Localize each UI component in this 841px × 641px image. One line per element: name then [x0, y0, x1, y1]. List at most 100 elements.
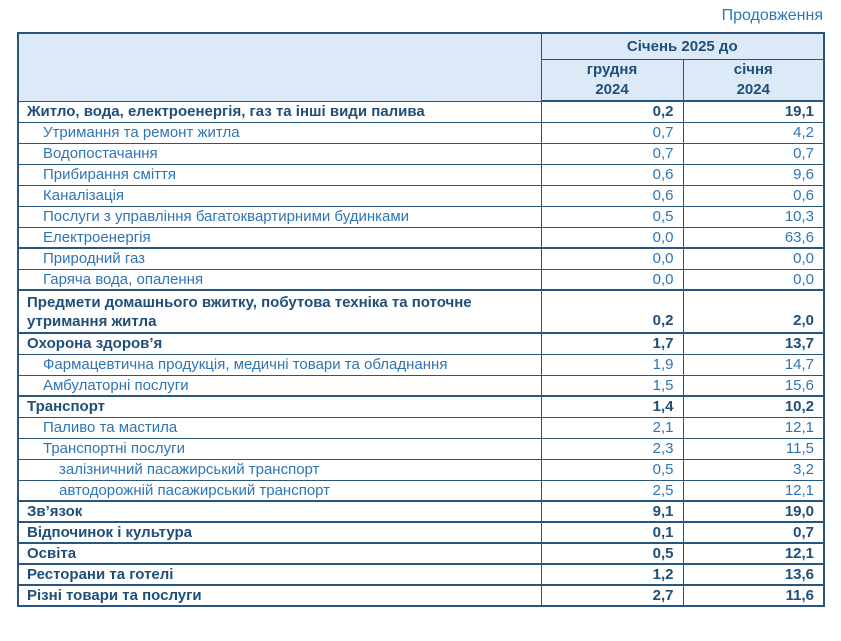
value-vs-january: 11,5 — [682, 437, 825, 460]
row-label: Освіта — [17, 542, 542, 565]
row-label: Гаряча вода, опалення — [17, 268, 542, 291]
value-vs-december: 0,0 — [540, 247, 684, 270]
row-label: Природний газ — [17, 247, 542, 270]
row-label: Охорона здоров’я — [17, 332, 542, 355]
table-row: Водопостачання 0,7 0,7 — [17, 142, 825, 165]
row-label: Утримання та ремонт житла — [17, 121, 542, 144]
header-row-period: Січень 2025 до — [17, 32, 825, 102]
row-label: Предмети домашнього вжитку, побутова тех… — [17, 289, 542, 334]
row-label: Транспортні послуги — [17, 437, 542, 460]
header-col-january: січня 2024 — [682, 58, 825, 102]
value-vs-january: 10,2 — [682, 395, 825, 418]
cpi-table: Січень 2025 до грудня 2024 січня 2024 Жи… — [17, 32, 826, 607]
value-vs-december: 0,5 — [540, 458, 684, 481]
value-vs-december: 2,7 — [540, 584, 684, 607]
row-label: Амбулаторні послуги — [17, 374, 542, 397]
table-row: Амбулаторні послуги 1,5 15,6 — [17, 374, 825, 397]
table-row: Транспорт 1,4 10,2 — [17, 395, 825, 418]
value-vs-december: 0,2 — [540, 289, 684, 334]
table-header: Січень 2025 до грудня 2024 січня 2024 — [17, 32, 825, 102]
table-row: Каналізація 0,6 0,6 — [17, 184, 825, 207]
table-row: Освіта 0,5 12,1 — [17, 542, 825, 565]
value-vs-december: 1,4 — [540, 395, 684, 418]
value-vs-january: 19,0 — [682, 500, 825, 523]
row-label: Електроенергія — [17, 226, 542, 249]
table-row: Транспортні послуги 2,3 11,5 — [17, 437, 825, 460]
header-corner-cell — [17, 32, 542, 102]
value-vs-january: 15,6 — [682, 374, 825, 397]
table-row: Природний газ 0,0 0,0 — [17, 247, 825, 270]
value-vs-january: 19,1 — [682, 100, 825, 123]
value-vs-january: 9,6 — [682, 163, 825, 186]
table-row: Житло, вода, електроенергія, газ та інші… — [17, 100, 825, 123]
value-vs-january: 0,7 — [682, 142, 825, 165]
table-row: Послуги з управління багатоквартирними б… — [17, 205, 825, 228]
header-row-months: грудня 2024 січня 2024 — [18, 58, 825, 102]
value-vs-january: 0,0 — [682, 247, 825, 270]
table-row: Різні товари та послуги 2,7 11,6 — [17, 584, 825, 607]
value-vs-january: 0,0 — [682, 268, 825, 291]
value-vs-january: 0,6 — [682, 184, 825, 207]
value-vs-december: 0,7 — [540, 121, 684, 144]
value-vs-january: 10,3 — [682, 205, 825, 228]
value-vs-january: 12,1 — [682, 479, 825, 502]
row-label: Зв’язок — [17, 500, 542, 523]
table-row: Прибирання сміття 0,6 9,6 — [17, 163, 825, 186]
value-vs-december: 1,2 — [540, 563, 684, 586]
row-label: Послуги з управління багатоквартирними б… — [17, 205, 542, 228]
value-vs-december: 0,6 — [540, 184, 684, 207]
row-label: Житло, вода, електроенергія, газ та інші… — [17, 100, 542, 123]
value-vs-december: 0,0 — [540, 226, 684, 249]
table-body: Житло, вода, електроенергія, газ та інші… — [17, 100, 825, 607]
value-vs-december: 2,5 — [540, 479, 684, 502]
table-row: Охорона здоров’я 1,7 13,7 — [17, 332, 825, 355]
table-row: автодорожній пасажирський транспорт 2,5 12… — [17, 479, 825, 502]
header-col-december: грудня 2024 — [540, 58, 684, 102]
value-vs-january: 3,2 — [682, 458, 825, 481]
value-vs-january: 0,7 — [682, 521, 825, 544]
value-vs-december: 0,1 — [540, 521, 684, 544]
row-label: Фармацевтична продукція, медичні товари … — [17, 353, 542, 376]
header-span-title: Січень 2025 до — [540, 32, 825, 60]
value-vs-january: 12,1 — [682, 416, 825, 439]
value-vs-january: 13,7 — [682, 332, 825, 355]
table-row: Гаряча вода, опалення 0,0 0,0 — [17, 268, 825, 291]
value-vs-december: 0,0 — [540, 268, 684, 291]
value-vs-december: 9,1 — [540, 500, 684, 523]
value-vs-january: 4,2 — [682, 121, 825, 144]
value-vs-december: 2,1 — [540, 416, 684, 439]
value-vs-december: 0,7 — [540, 142, 684, 165]
value-vs-december: 0,2 — [540, 100, 684, 123]
value-vs-december: 2,3 — [540, 437, 684, 460]
value-vs-january: 11,6 — [682, 584, 825, 607]
row-label: Різні товари та послуги — [17, 584, 542, 607]
value-vs-january: 13,6 — [682, 563, 825, 586]
row-label: Каналізація — [17, 184, 542, 207]
table-row: Ресторани та готелі 1,2 13,6 — [17, 563, 825, 586]
row-label: Паливо та мастила — [17, 416, 542, 439]
value-vs-december: 0,6 — [540, 163, 684, 186]
table-row: Утримання та ремонт житла 0,7 4,2 — [17, 121, 825, 144]
value-vs-december: 0,5 — [540, 542, 684, 565]
value-vs-december: 1,9 — [540, 353, 684, 376]
row-label: Ресторани та готелі — [17, 563, 542, 586]
table-row: Електроенергія 0,0 63,6 — [17, 226, 825, 249]
row-label: автодорожній пасажирський транспорт — [17, 479, 542, 502]
row-label: Транспорт — [17, 395, 542, 418]
table-row: Відпочинок і культура 0,1 0,7 — [17, 521, 825, 544]
value-vs-january: 12,1 — [682, 542, 825, 565]
table-row: Зв’язок 9,1 19,0 — [17, 500, 825, 523]
value-vs-december: 1,5 — [540, 374, 684, 397]
row-label: Відпочинок і культура — [17, 521, 542, 544]
table-row: залізничний пасажирський транспорт 0,5 3,2 — [17, 458, 825, 481]
value-vs-december: 0,5 — [540, 205, 684, 228]
row-label: Прибирання сміття — [17, 163, 542, 186]
value-vs-january: 63,6 — [682, 226, 825, 249]
value-vs-january: 2,0 — [682, 289, 825, 334]
value-vs-january: 14,7 — [682, 353, 825, 376]
row-label: залізничний пасажирський транспорт — [17, 458, 542, 481]
table-row: Паливо та мастила 2,1 12,1 — [17, 416, 825, 439]
continuation-label: Продовження — [721, 7, 823, 24]
table-row: Предмети домашнього вжитку, побутова тех… — [17, 289, 825, 334]
